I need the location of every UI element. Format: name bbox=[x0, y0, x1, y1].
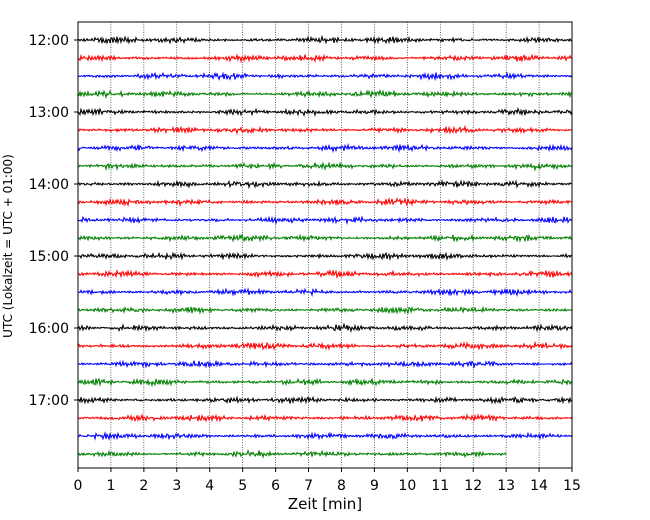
x-tick-label-6: 6 bbox=[271, 478, 280, 494]
trace-1215 bbox=[77, 53, 573, 64]
y-tick-label-16:00: 16:00 bbox=[29, 321, 69, 337]
x-axis-label: Zeit [min] bbox=[288, 495, 362, 513]
x-tick-label-8: 8 bbox=[337, 478, 346, 494]
trace-1600 bbox=[77, 322, 573, 334]
trace-1530 bbox=[77, 287, 573, 298]
trace-1545 bbox=[77, 305, 573, 315]
x-tick-label-9: 9 bbox=[370, 478, 379, 494]
trace-1415 bbox=[77, 197, 573, 208]
trace-1730 bbox=[77, 431, 573, 441]
seismic-traces bbox=[77, 34, 573, 459]
x-tick-label-2: 2 bbox=[139, 478, 148, 494]
trace-1615 bbox=[77, 340, 573, 351]
y-axis-label: UTC (Lokalzeit = UTC + 01:00) bbox=[1, 154, 15, 338]
x-tick-label-14: 14 bbox=[530, 478, 548, 494]
trace-1500 bbox=[77, 251, 573, 262]
trace-1230 bbox=[77, 71, 573, 82]
x-tick-label-1: 1 bbox=[106, 478, 115, 494]
trace-1345 bbox=[77, 161, 573, 172]
y-axis-ticks: 12:00 13:00 14:00 15:00 16:00 17:00 bbox=[29, 33, 78, 409]
trace-1745 bbox=[77, 449, 507, 459]
trace-1445 bbox=[77, 233, 573, 243]
x-tick-label-15: 15 bbox=[563, 478, 581, 494]
x-tick-label-7: 7 bbox=[304, 478, 313, 494]
trace-1400 bbox=[77, 179, 573, 190]
x-tick-label-4: 4 bbox=[205, 478, 214, 494]
x-tick-label-0: 0 bbox=[74, 478, 83, 494]
x-tick-label-5: 5 bbox=[238, 478, 247, 494]
y-tick-label-15:00: 15:00 bbox=[29, 249, 69, 265]
vertical-gridlines bbox=[110, 22, 540, 468]
x-tick-label-12: 12 bbox=[464, 478, 482, 494]
x-tick-label-11: 11 bbox=[431, 478, 449, 494]
x-tick-label-3: 3 bbox=[172, 478, 181, 494]
trace-1300 bbox=[77, 106, 573, 117]
trace-1700 bbox=[77, 395, 573, 405]
trace-1645 bbox=[77, 377, 573, 388]
y-tick-label-14:00: 14:00 bbox=[29, 177, 69, 193]
trace-1715 bbox=[77, 413, 573, 423]
x-tick-label-10: 10 bbox=[398, 478, 416, 494]
y-tick-label-12:00: 12:00 bbox=[29, 33, 69, 49]
trace-1200 bbox=[77, 34, 573, 45]
trace-1245 bbox=[77, 88, 573, 100]
y-tick-label-17:00: 17:00 bbox=[29, 393, 69, 409]
trace-1330 bbox=[77, 142, 573, 154]
trace-1630 bbox=[77, 359, 573, 370]
x-tick-label-13: 13 bbox=[497, 478, 515, 494]
y-tick-label-13:00: 13:00 bbox=[29, 105, 69, 121]
trace-1315 bbox=[77, 124, 573, 135]
trace-1430 bbox=[77, 215, 573, 226]
x-axis-ticks: 0 1 2 3 4 5 6 7 8 9 10 11 12 13 14 15 bbox=[74, 468, 581, 494]
plot-frame bbox=[77, 21, 573, 469]
trace-1515 bbox=[77, 268, 573, 280]
